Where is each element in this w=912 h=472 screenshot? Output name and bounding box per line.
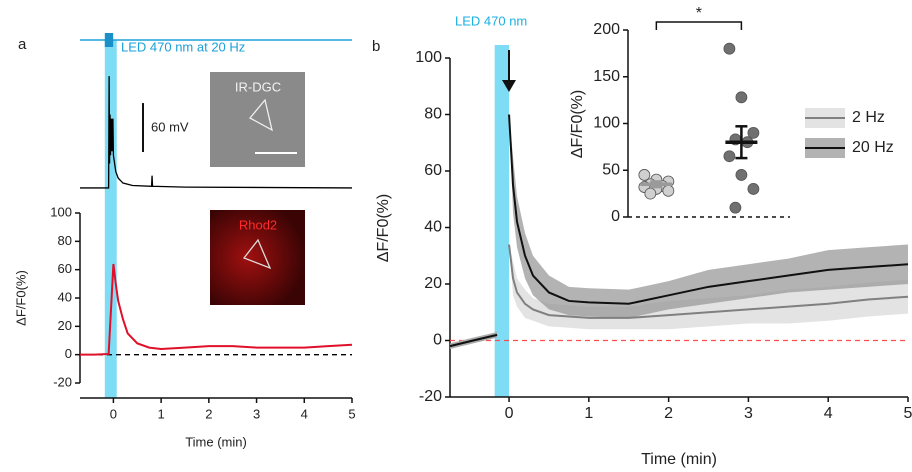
y-tick-label: 40 xyxy=(58,289,72,304)
y-tick-label: 0 xyxy=(65,346,72,361)
y-tick-label: 80 xyxy=(58,233,72,248)
significance-bracket xyxy=(656,22,741,30)
dot xyxy=(736,92,747,103)
y-tick-label: 100 xyxy=(50,204,72,219)
y-tick-label: 20 xyxy=(424,275,442,292)
y-tick-label: 100 xyxy=(415,49,442,66)
dot xyxy=(724,43,735,54)
y-tick-label: 50 xyxy=(602,161,620,178)
image-label: Rhod2 xyxy=(239,217,277,232)
x-tick-label: 3 xyxy=(744,405,753,422)
dot xyxy=(730,202,741,213)
y-axis-label: ΔF/F0(%) xyxy=(569,90,586,158)
dot xyxy=(736,169,747,180)
y-tick-label: 150 xyxy=(593,68,620,85)
y-tick-label: -20 xyxy=(419,388,442,405)
y-tick-label: 200 xyxy=(593,21,620,38)
y-tick-label: 0 xyxy=(611,208,620,225)
y-tick-label: 60 xyxy=(58,261,72,276)
significance-label: * xyxy=(696,5,702,22)
x-tick-label: 2 xyxy=(664,405,673,422)
dot xyxy=(748,183,759,194)
y-axis-label: ΔF/F0(%) xyxy=(13,270,28,326)
x-axis-label: Time (min) xyxy=(641,451,717,468)
legend-label: 2 Hz xyxy=(852,109,885,126)
x-tick-label: 1 xyxy=(158,406,165,421)
dot xyxy=(645,188,656,199)
y-tick-label: 100 xyxy=(593,115,620,132)
x-tick-label: 0 xyxy=(110,406,117,421)
x-axis-label: Time (min) xyxy=(185,434,247,449)
y-tick-label: 40 xyxy=(424,219,442,236)
x-tick-label: 5 xyxy=(904,405,912,422)
y-tick-label: 0 xyxy=(433,332,442,349)
y-tick-label: 20 xyxy=(58,318,72,333)
dot xyxy=(663,185,674,196)
led-pulse xyxy=(105,33,113,47)
panel-label: b xyxy=(372,38,380,55)
x-tick-label: 3 xyxy=(253,406,260,421)
y-tick-label: -20 xyxy=(53,374,72,389)
figure: IR-DGC Rhod2 a b LED 470 nm at 20 Hz 60 m… xyxy=(0,0,912,472)
y-tick-label: 60 xyxy=(424,162,442,179)
scale-bar-label: 60 mV xyxy=(151,119,189,134)
image-label: IR-DGC xyxy=(235,79,281,94)
x-tick-label: 1 xyxy=(584,405,593,422)
y-axis-label: ΔF/F0(%) xyxy=(375,194,392,262)
panel-label: a xyxy=(18,36,27,53)
x-tick-label: 4 xyxy=(824,405,833,422)
led-label: LED 470 nm at 20 Hz xyxy=(121,39,245,54)
x-tick-label: 5 xyxy=(348,406,355,421)
dot xyxy=(639,169,650,180)
led-band xyxy=(495,45,509,397)
x-tick-label: 4 xyxy=(301,406,308,421)
dot xyxy=(748,127,759,138)
dot xyxy=(724,151,735,162)
led-band xyxy=(105,40,117,398)
legend-label: 20 Hz xyxy=(852,139,894,156)
led-label: LED 470 nm xyxy=(455,13,527,28)
x-tick-label: 2 xyxy=(205,406,212,421)
x-tick-label: 0 xyxy=(505,405,514,422)
y-tick-label: 80 xyxy=(424,106,442,123)
